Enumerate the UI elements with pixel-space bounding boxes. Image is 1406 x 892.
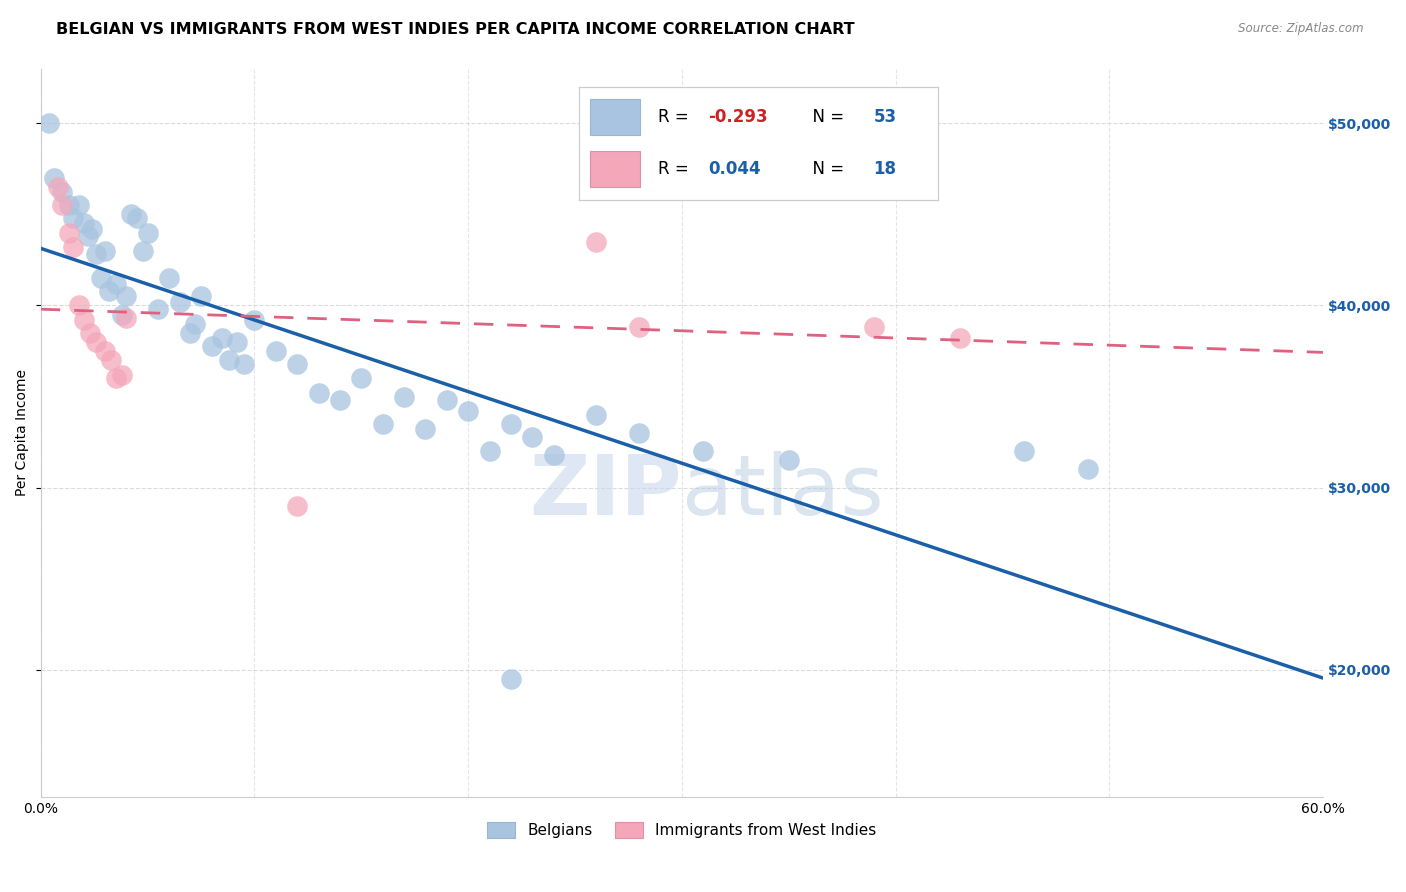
Point <box>218 353 240 368</box>
Point <box>67 298 90 312</box>
Point <box>543 448 565 462</box>
Text: BELGIAN VS IMMIGRANTS FROM WEST INDIES PER CAPITA INCOME CORRELATION CHART: BELGIAN VS IMMIGRANTS FROM WEST INDIES P… <box>56 22 855 37</box>
Point <box>90 271 112 285</box>
Point <box>42 170 65 185</box>
Point <box>499 672 522 686</box>
Point <box>585 408 607 422</box>
Point <box>949 331 972 345</box>
Point <box>778 453 800 467</box>
Point <box>86 334 108 349</box>
Point <box>522 429 544 443</box>
Point <box>190 289 212 303</box>
Point <box>104 371 127 385</box>
Point <box>226 334 249 349</box>
Point <box>232 357 254 371</box>
Point <box>692 444 714 458</box>
Point <box>125 211 148 225</box>
Point <box>285 499 308 513</box>
Point <box>478 444 501 458</box>
Point <box>111 368 134 382</box>
Point <box>585 235 607 249</box>
Point <box>115 311 138 326</box>
Point <box>264 343 287 358</box>
Point <box>285 357 308 371</box>
Point <box>628 425 651 440</box>
Point <box>132 244 155 258</box>
Point <box>51 186 73 200</box>
Point <box>179 326 201 340</box>
Point <box>80 222 103 236</box>
Point <box>72 216 94 230</box>
Point <box>58 226 80 240</box>
Point <box>436 393 458 408</box>
Point <box>211 331 233 345</box>
Text: atlas: atlas <box>682 450 883 532</box>
Legend: Belgians, Immigrants from West Indies: Belgians, Immigrants from West Indies <box>481 815 883 845</box>
Point <box>371 417 394 431</box>
Point <box>157 271 180 285</box>
Point <box>1077 462 1099 476</box>
Point <box>120 207 142 221</box>
Point <box>100 353 122 368</box>
Point <box>201 338 224 352</box>
Text: ZIP: ZIP <box>529 450 682 532</box>
Point <box>51 198 73 212</box>
Point <box>94 244 117 258</box>
Point <box>115 289 138 303</box>
Point <box>136 226 159 240</box>
Point <box>62 211 84 225</box>
Point <box>94 343 117 358</box>
Point <box>38 116 60 130</box>
Point <box>392 390 415 404</box>
Point <box>169 294 191 309</box>
Point <box>86 247 108 261</box>
Point <box>415 422 437 436</box>
Point <box>62 240 84 254</box>
Point <box>308 385 330 400</box>
Point <box>111 308 134 322</box>
Y-axis label: Per Capita Income: Per Capita Income <box>15 369 30 497</box>
Point <box>46 180 69 194</box>
Point <box>79 326 101 340</box>
Point <box>98 284 121 298</box>
Point <box>863 320 886 334</box>
Point <box>104 277 127 291</box>
Point <box>58 198 80 212</box>
Point <box>72 313 94 327</box>
Point <box>76 229 98 244</box>
Point <box>329 393 352 408</box>
Point <box>243 313 266 327</box>
Point <box>148 301 170 316</box>
Point <box>183 317 205 331</box>
Point <box>457 404 479 418</box>
Point <box>1012 444 1035 458</box>
Point <box>499 417 522 431</box>
Point <box>350 371 373 385</box>
Point <box>67 198 90 212</box>
Text: Source: ZipAtlas.com: Source: ZipAtlas.com <box>1239 22 1364 36</box>
Point <box>628 320 651 334</box>
